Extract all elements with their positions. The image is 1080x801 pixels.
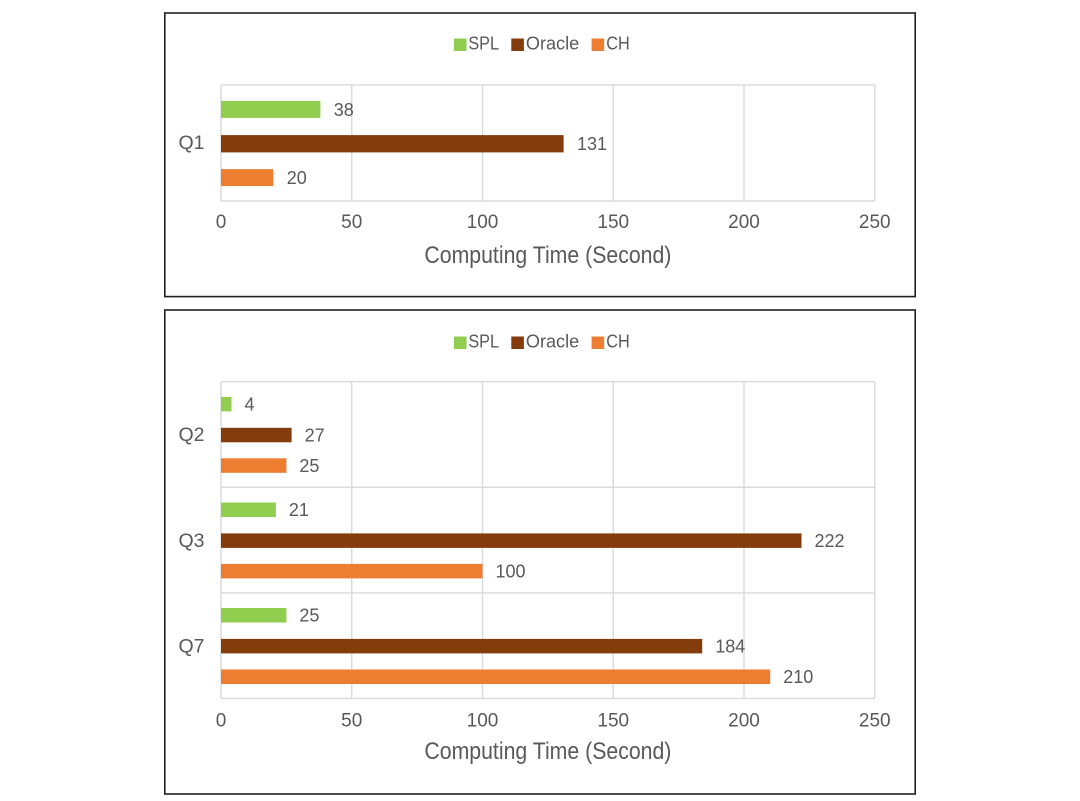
svg-text:222: 222 xyxy=(815,531,845,551)
svg-text:25: 25 xyxy=(299,456,319,476)
svg-text:SPL: SPL xyxy=(468,332,499,352)
svg-text:100: 100 xyxy=(496,562,526,582)
svg-text:25: 25 xyxy=(299,606,319,626)
svg-text:Computing Time (Second): Computing Time (Second) xyxy=(424,738,671,765)
svg-text:150: 150 xyxy=(597,212,629,233)
svg-text:250: 250 xyxy=(859,212,891,233)
svg-text:50: 50 xyxy=(341,212,362,233)
svg-text:0: 0 xyxy=(216,212,227,233)
svg-text:131: 131 xyxy=(577,134,607,154)
svg-text:0: 0 xyxy=(216,710,227,731)
svg-text:27: 27 xyxy=(305,425,325,445)
svg-text:210: 210 xyxy=(783,667,813,687)
svg-text:Oracle: Oracle xyxy=(526,332,579,352)
svg-text:150: 150 xyxy=(597,710,629,731)
svg-text:50: 50 xyxy=(341,710,362,731)
svg-text:200: 200 xyxy=(728,710,760,731)
svg-text:250: 250 xyxy=(859,710,891,731)
svg-text:21: 21 xyxy=(289,500,309,520)
svg-text:20: 20 xyxy=(287,168,307,188)
svg-text:Q3: Q3 xyxy=(178,530,204,552)
svg-text:184: 184 xyxy=(715,637,745,657)
svg-text:Computing Time (Second): Computing Time (Second) xyxy=(424,242,671,269)
svg-text:Q1: Q1 xyxy=(178,132,204,154)
svg-text:38: 38 xyxy=(334,100,354,120)
svg-text:100: 100 xyxy=(467,212,499,233)
svg-text:CH: CH xyxy=(606,332,630,352)
svg-text:4: 4 xyxy=(245,395,255,415)
svg-text:Q7: Q7 xyxy=(178,635,204,657)
svg-text:200: 200 xyxy=(728,212,760,233)
svg-text:CH: CH xyxy=(606,34,630,54)
svg-text:Oracle: Oracle xyxy=(526,34,579,54)
svg-text:SPL: SPL xyxy=(468,34,499,54)
svg-text:100: 100 xyxy=(467,710,499,731)
svg-text:Q2: Q2 xyxy=(178,424,204,446)
